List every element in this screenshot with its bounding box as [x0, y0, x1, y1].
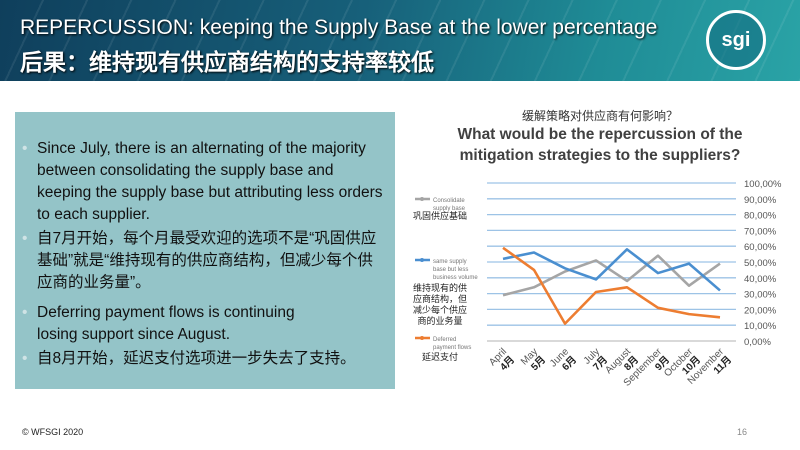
y-tick-label: 80,00% [744, 211, 777, 222]
y-tick-label: 30,00% [744, 290, 777, 301]
legend-label-zh: 商的业务量 [417, 315, 462, 326]
legend-label-zh: 巩固供应基础 [413, 210, 467, 221]
title-chinese: 后果：维持现有供应商结构的支持率较低 [20, 49, 434, 75]
legend-marker-dot [420, 197, 424, 201]
legend-label-zh: 延迟支付 [422, 351, 458, 362]
legend-label: business volume [433, 275, 478, 281]
page-number: 16 [737, 427, 748, 437]
title-english: REPERCUSSION: keeping the Supply Base at… [20, 16, 658, 39]
y-tick-label: 40,00% [744, 274, 777, 285]
legend-label: Deferred [433, 337, 456, 343]
legend-label-zh: 减少每个供应 [413, 304, 467, 315]
legend-label-zh: 应商结构，但 [413, 293, 467, 304]
bullet-1: Since July, there is an alternating of t… [22, 138, 387, 226]
y-tick-label: 20,00% [744, 305, 777, 316]
chart-title-zh: 缓解策略对供应商有何影响？ [521, 109, 678, 123]
legend-marker-dot [420, 336, 424, 340]
chart-title-en: What would be the repercussion of the mi… [457, 126, 743, 164]
sgi-logo: sgi [706, 10, 766, 70]
legend-marker-dot [420, 258, 424, 262]
legend-label-zh: 维持现有的供 [413, 282, 467, 293]
y-tick-label: 50,00% [744, 258, 777, 269]
series-line-0 [502, 254, 721, 297]
bullet-4: 自8月开始，延迟支付选项进一步失去了支持。 [22, 348, 387, 370]
legend-label: Consolidate [433, 198, 465, 204]
series-line-1 [502, 248, 721, 292]
header-banner: REPERCUSSION: keeping the Supply Base at… [0, 0, 800, 81]
y-tick-label: 100,00% [744, 179, 782, 190]
y-tick-label: 10,00% [744, 321, 777, 332]
legend-label: same supply [433, 259, 467, 265]
y-tick-label: 70,00% [744, 226, 777, 237]
bullet-3: Deferring payment flows is continuing lo… [22, 302, 327, 346]
summary-box: Since July, there is an alternating of t… [15, 112, 395, 389]
legend-label: base but less [433, 267, 468, 273]
legend-label: supply base [433, 206, 466, 212]
y-tick-label: 60,00% [744, 242, 777, 253]
header-background [0, 0, 800, 81]
bullet-2: 自7月开始，每个月最受欢迎的选项不是“巩固供应基础”就是“维持现有的供应商结构，… [22, 228, 387, 294]
legend-label: payment flows [433, 345, 471, 351]
y-tick-label: 0,00% [744, 337, 771, 348]
y-tick-label: 90,00% [744, 195, 777, 206]
series-line-2 [502, 246, 721, 325]
copyright: © WFSGI 2020 [22, 427, 84, 437]
